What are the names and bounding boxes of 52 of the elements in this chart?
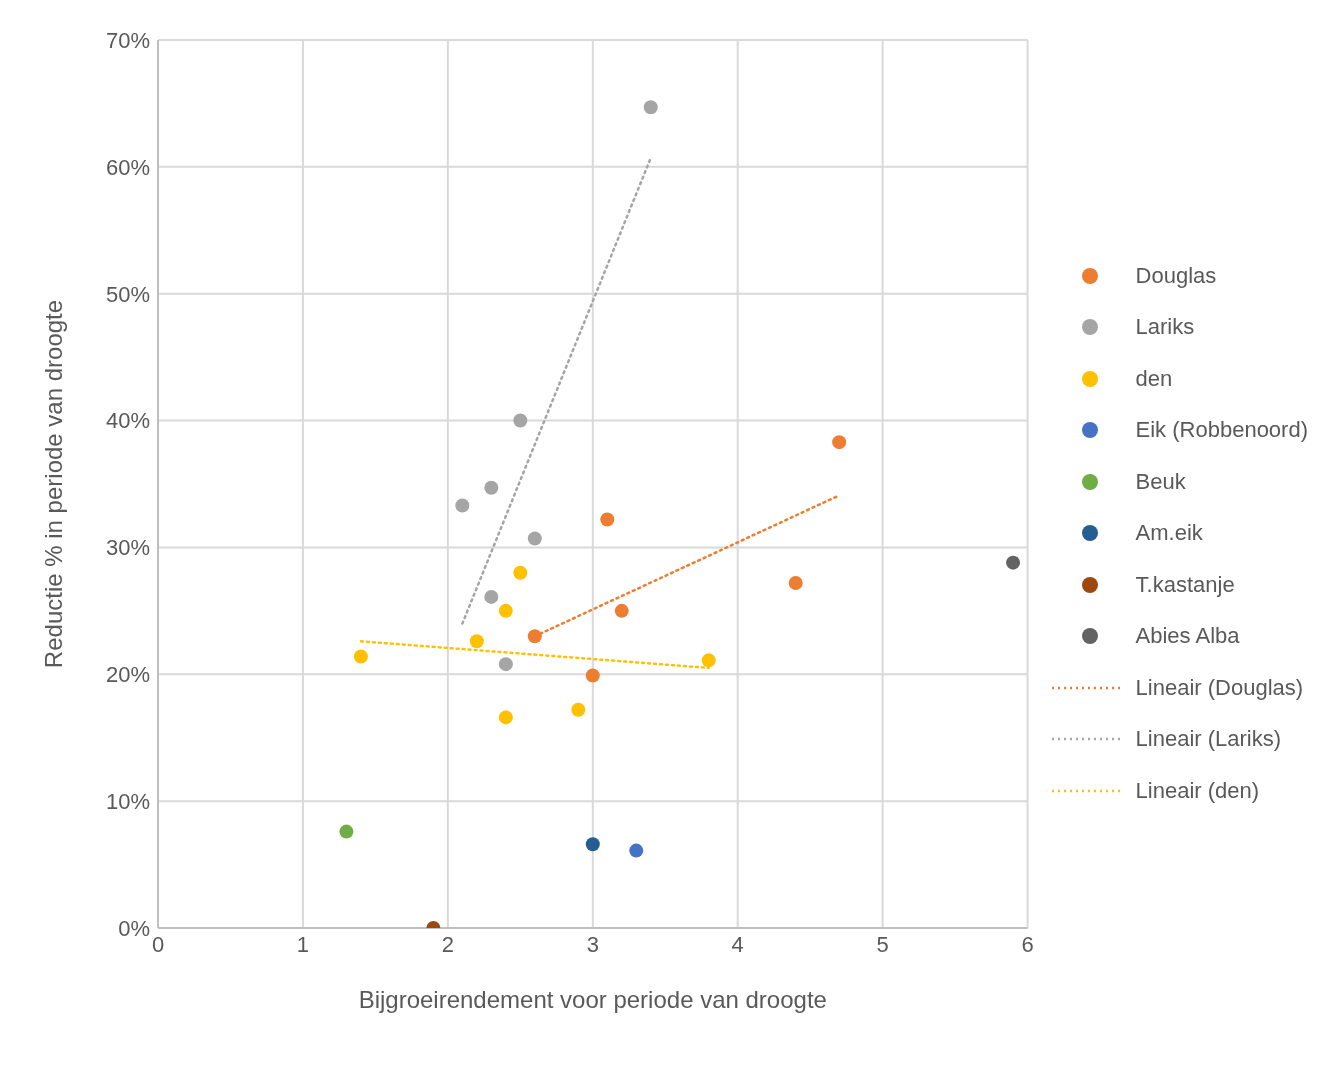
legend-label: Lariks	[1135, 314, 1195, 340]
y-tick-label: 50%	[105, 281, 150, 307]
y-tick-label: 20%	[105, 662, 150, 688]
point	[513, 413, 528, 428]
point	[527, 629, 542, 644]
y-tick-label: 10%	[105, 788, 150, 814]
point	[1006, 555, 1021, 570]
y-tick-label: 70%	[105, 27, 150, 53]
legend-label: Lineair (Lariks)	[1135, 726, 1282, 752]
point	[498, 603, 513, 618]
x-tick-label: 6	[1021, 931, 1034, 957]
point	[513, 565, 528, 580]
y-axis-title: Reductie % in periode van droogte	[39, 299, 67, 669]
legend-label: Douglas	[1135, 262, 1217, 289]
x-tick-label: 3	[586, 931, 599, 957]
y-tick-label: 0%	[118, 915, 150, 941]
y-tick-label: 60%	[105, 154, 150, 180]
point	[585, 668, 600, 683]
point	[629, 843, 644, 858]
y-tick-label: 40%	[105, 408, 150, 434]
legend-label: Am.eik	[1135, 520, 1203, 546]
point	[832, 435, 847, 450]
legend-label: Abies Alba	[1135, 623, 1240, 649]
point	[788, 575, 803, 590]
point	[353, 649, 368, 664]
point	[585, 837, 600, 852]
x-tick-label: 4	[731, 931, 744, 957]
point	[643, 100, 658, 115]
point	[527, 531, 542, 546]
point	[469, 634, 484, 649]
legend-label: Eik (Robbenoord)	[1135, 417, 1308, 443]
x-tick-label: 1	[296, 931, 310, 957]
point	[600, 512, 615, 527]
point	[339, 824, 354, 839]
x-axis-title: Bijgroeirendement voor periode van droogte	[358, 986, 827, 1013]
point	[701, 653, 716, 668]
point	[498, 710, 513, 725]
point	[455, 498, 470, 513]
x-tick-label: 5	[876, 931, 889, 957]
point	[484, 480, 499, 495]
point	[614, 603, 629, 618]
legend-label: Beuk	[1135, 468, 1186, 495]
point	[484, 589, 499, 604]
point	[571, 702, 586, 717]
legend-label: Lineair (Douglas)	[1135, 674, 1304, 701]
y-tick-label: 30%	[105, 535, 150, 561]
x-tick-label: 0	[151, 931, 165, 957]
legend-label: den	[1135, 365, 1173, 392]
legend-label: Lineair (den)	[1135, 777, 1260, 804]
legend-label: T.kastanje	[1135, 571, 1235, 598]
x-tick-label: 2	[441, 931, 454, 957]
point	[498, 657, 513, 672]
